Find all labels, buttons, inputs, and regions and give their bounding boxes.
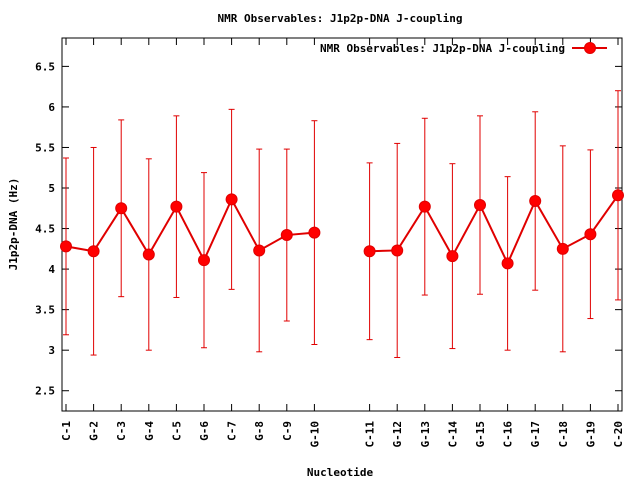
y-axis-label: J1p2p-DNA (Hz) — [7, 178, 20, 271]
data-point — [612, 189, 624, 202]
data-point — [391, 244, 404, 257]
x-tick-label: C-16 — [502, 421, 515, 448]
y-tick-label: 5.5 — [35, 141, 55, 154]
data-points — [60, 189, 624, 270]
x-tick-label: G-19 — [584, 421, 597, 448]
y-tick-label: 2.5 — [35, 385, 55, 398]
chart-title: NMR Observables: J1p2p-DNA J-coupling — [217, 12, 462, 25]
x-tick-label: G-10 — [308, 421, 321, 448]
y-tick-label: 4 — [48, 263, 55, 276]
x-tick-label: G-13 — [419, 421, 432, 448]
data-point — [280, 229, 293, 242]
x-tick-label: C-7 — [226, 421, 239, 441]
error-bars — [63, 90, 621, 358]
y-tick-label: 3 — [48, 344, 55, 357]
data-point — [142, 248, 155, 261]
data-point — [308, 226, 321, 239]
y-tick-label: 6 — [48, 101, 55, 114]
x-axis: C-1 G-2 C-3 G-4 C-5 G-6 C-7 G-8 C-9 G-10 C-11 G-12 G… — [60, 38, 625, 448]
x-tick-label: C-1 — [60, 421, 73, 441]
x-tick-label: C-18 — [557, 421, 570, 448]
data-point — [363, 245, 376, 258]
data-point — [225, 193, 238, 206]
data-point — [87, 245, 100, 258]
x-tick-label: G-17 — [529, 421, 542, 448]
x-tick-label: C-20 — [612, 421, 625, 448]
data-point — [474, 199, 486, 212]
y-tick-label: 6.5 — [35, 60, 55, 73]
x-tick-label: C-5 — [170, 421, 183, 441]
x-tick-label: G-15 — [474, 421, 487, 448]
x-tick-label: C-3 — [115, 421, 128, 441]
y-axis: 2.5 3 3.5 4 4.5 5 5.5 6 6.5 — [35, 60, 622, 398]
series-line — [369, 194, 619, 266]
x-tick-label: C-9 — [281, 421, 294, 441]
x-tick-label: G-8 — [253, 421, 266, 441]
y-tick-label: 3.5 — [35, 304, 55, 317]
y-tick-label: 4.5 — [35, 223, 55, 236]
x-tick-label: G-4 — [143, 421, 156, 441]
x-tick-label: C-14 — [446, 421, 459, 448]
data-point — [446, 250, 459, 263]
legend-marker — [584, 42, 596, 54]
data-point — [60, 240, 72, 253]
data-point — [198, 254, 210, 267]
data-point — [501, 257, 514, 270]
series-line — [65, 197, 315, 263]
data-point — [115, 202, 128, 215]
legend-label: NMR Observables: J1p2p-DNA J-coupling — [320, 42, 565, 55]
x-tick-label: C-11 — [364, 421, 377, 448]
data-point — [170, 200, 183, 213]
data-point — [529, 194, 542, 207]
series-lines — [65, 194, 619, 266]
data-point — [556, 242, 569, 255]
plot-frame — [61, 37, 623, 412]
x-tick-label: G-12 — [391, 421, 404, 448]
data-point — [253, 244, 266, 257]
y-tick-label: 5 — [48, 182, 55, 195]
x-tick-label: G-6 — [198, 421, 211, 441]
data-point — [418, 200, 431, 213]
data-point — [584, 228, 597, 241]
x-tick-label: G-2 — [88, 421, 101, 441]
legend: NMR Observables: J1p2p-DNA J-coupling — [320, 42, 607, 55]
x-axis-label: Nucleotide — [307, 466, 374, 479]
